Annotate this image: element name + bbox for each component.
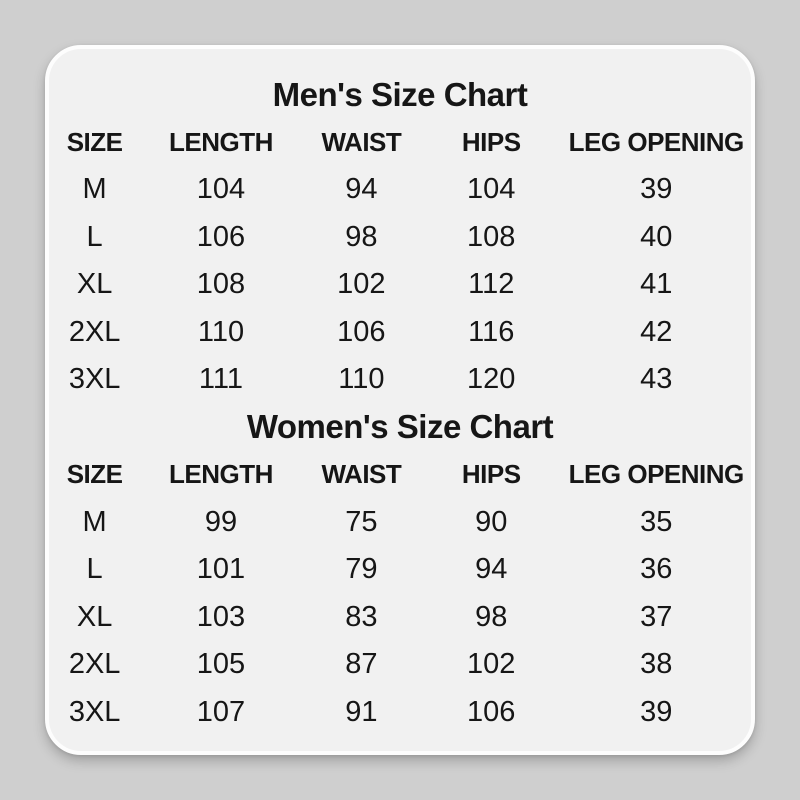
column-header-leg-opening: LEG OPENING <box>568 459 745 490</box>
measurement-cell: 94 <box>475 553 508 586</box>
measurement-cell: 102 <box>467 648 516 681</box>
measurement-cell: 107 <box>196 695 246 728</box>
size-label-cell: 3XL <box>68 363 121 396</box>
size-label-cell: XL <box>76 600 113 633</box>
size-chart-card: Men's Size Chart SIZE LENGTH WAIST HIPS LEG … <box>45 45 755 755</box>
measurement-cell: 112 <box>468 268 515 301</box>
measurement-cell: 39 <box>640 173 673 206</box>
measurement-cell: 110 <box>197 315 245 348</box>
womens-size-table: SIZE LENGTH WAIST HIPS LEG OPENING M 99 75 90 35… <box>49 451 751 736</box>
womens-size-chart-section: Women's Size Chart SIZE LENGTH WAIST HIPS LE… <box>49 404 751 737</box>
mens-size-table: SIZE LENGTH WAIST HIPS LEG OPENING M 104 94 104… <box>49 119 751 404</box>
measurement-cell: 110 <box>338 363 385 396</box>
measurement-cell: 106 <box>196 220 246 253</box>
measurement-cell: 36 <box>640 553 673 586</box>
measurement-cell: 106 <box>337 315 386 348</box>
size-label-cell: M <box>82 505 107 538</box>
measurement-cell: 75 <box>345 505 378 538</box>
measurement-cell: 39 <box>640 695 673 728</box>
size-label-cell: L <box>86 553 103 586</box>
size-label-cell: 3XL <box>68 695 121 728</box>
size-label-cell: 2XL <box>68 648 121 681</box>
column-header-waist: WAIST <box>321 459 402 490</box>
measurement-cell: 79 <box>345 553 378 586</box>
measurement-cell: 83 <box>345 600 378 633</box>
column-header-hips: HIPS <box>461 126 521 157</box>
size-label-cell: XL <box>76 268 113 301</box>
header-row: SIZE LENGTH WAIST HIPS LEG OPENING <box>49 119 751 167</box>
measurement-cell: 98 <box>475 600 508 633</box>
column-header-size: SIZE <box>66 459 123 490</box>
measurement-cell: 99 <box>204 505 238 538</box>
measurement-cell: 90 <box>475 505 508 538</box>
measurement-cell: 103 <box>196 600 246 633</box>
size-label-cell: L <box>86 220 103 253</box>
measurement-cell: 116 <box>468 315 515 348</box>
measurement-cell: 91 <box>345 695 378 728</box>
size-label-cell: M <box>82 173 107 206</box>
measurement-cell: 41 <box>640 268 673 301</box>
measurement-cell: 105 <box>196 648 246 681</box>
measurement-cell: 37 <box>640 600 673 633</box>
table-row: XL 103 83 98 37 <box>49 594 751 642</box>
table-row: XL 108 102 112 41 <box>49 261 751 309</box>
measurement-cell: 40 <box>640 220 673 253</box>
table-row: 3XL 111 110 120 43 <box>49 356 751 404</box>
column-header-hips: HIPS <box>461 459 521 490</box>
measurement-cell: 104 <box>467 173 516 206</box>
table-row: M 99 75 90 35 <box>49 499 751 547</box>
measurement-cell: 104 <box>196 173 246 206</box>
measurement-cell: 120 <box>467 363 516 396</box>
table-row: L 106 98 108 40 <box>49 214 751 262</box>
measurement-cell: 111 <box>198 363 244 396</box>
size-label-cell: 2XL <box>68 315 121 348</box>
column-header-leg-opening: LEG OPENING <box>568 126 745 157</box>
womens-chart-title: Women's Size Chart <box>246 408 554 446</box>
mens-size-chart-section: Men's Size Chart SIZE LENGTH WAIST HIPS LEG … <box>49 71 751 404</box>
table-row: 2XL 105 87 102 38 <box>49 641 751 689</box>
measurement-cell: 87 <box>345 648 378 681</box>
header-row: SIZE LENGTH WAIST HIPS LEG OPENING <box>49 451 751 499</box>
column-header-waist: WAIST <box>321 126 402 157</box>
column-header-size: SIZE <box>66 126 123 157</box>
table-row: 3XL 107 91 106 39 <box>49 689 751 737</box>
measurement-cell: 38 <box>640 648 673 681</box>
column-header-length: LENGTH <box>169 459 273 490</box>
measurement-cell: 101 <box>196 553 246 586</box>
measurement-cell: 43 <box>640 363 673 396</box>
column-header-length: LENGTH <box>169 126 273 157</box>
mens-chart-title: Men's Size Chart <box>272 75 528 113</box>
measurement-cell: 106 <box>467 695 516 728</box>
table-row: M 104 94 104 39 <box>49 166 751 214</box>
measurement-cell: 108 <box>196 268 246 301</box>
measurement-cell: 108 <box>467 220 516 253</box>
measurement-cell: 35 <box>640 505 673 538</box>
table-row: L 101 79 94 36 <box>49 546 751 594</box>
measurement-cell: 42 <box>640 315 673 348</box>
measurement-cell: 102 <box>337 268 386 301</box>
table-row: 2XL 110 106 116 42 <box>49 309 751 357</box>
measurement-cell: 94 <box>345 173 378 206</box>
measurement-cell: 98 <box>345 220 378 253</box>
